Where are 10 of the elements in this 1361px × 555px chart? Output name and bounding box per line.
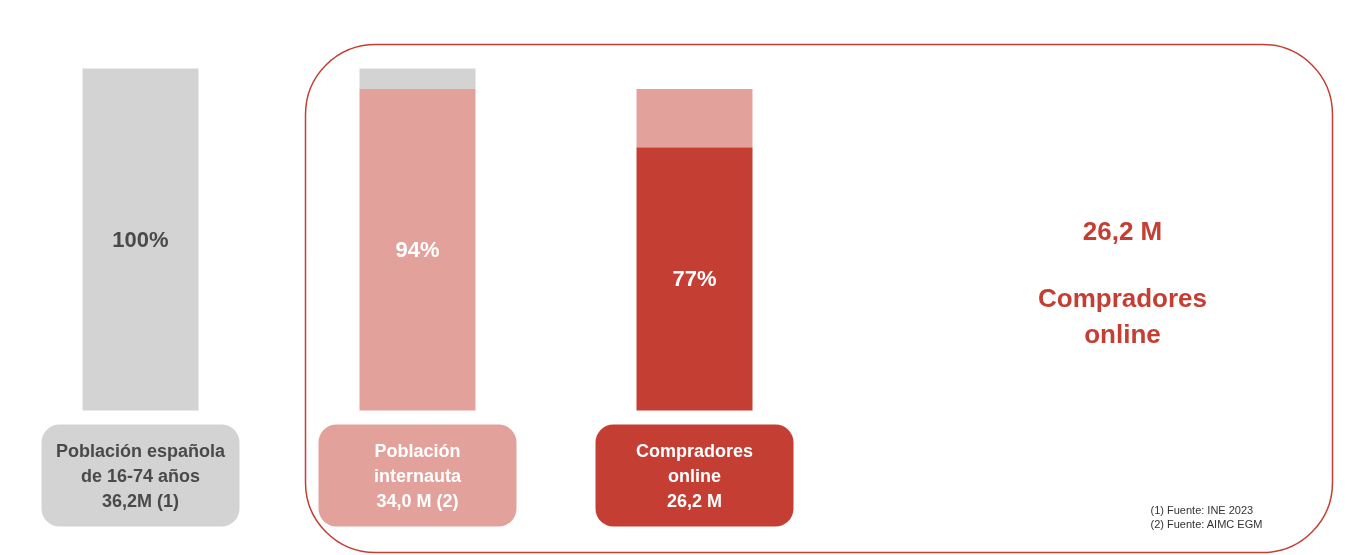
data-label: 77% <box>672 266 717 292</box>
text: (1) Fuente: INE 2023 <box>1150 503 1254 516</box>
x-tick-label: Compradores online 26,2 M <box>635 440 754 511</box>
x-tick-label: Población internauta 34,0 M (2) <box>373 440 462 511</box>
text: (2) Fuente: AIMC EGM <box>1150 517 1263 530</box>
data-label: 94% <box>395 237 440 263</box>
x-tick-label: Población española de 16-74 años 36,2M (1) <box>55 440 227 511</box>
text: Compradores online <box>1037 282 1208 349</box>
data-label: 100% <box>112 227 169 252</box>
text: 26,2 M <box>1082 215 1163 246</box>
